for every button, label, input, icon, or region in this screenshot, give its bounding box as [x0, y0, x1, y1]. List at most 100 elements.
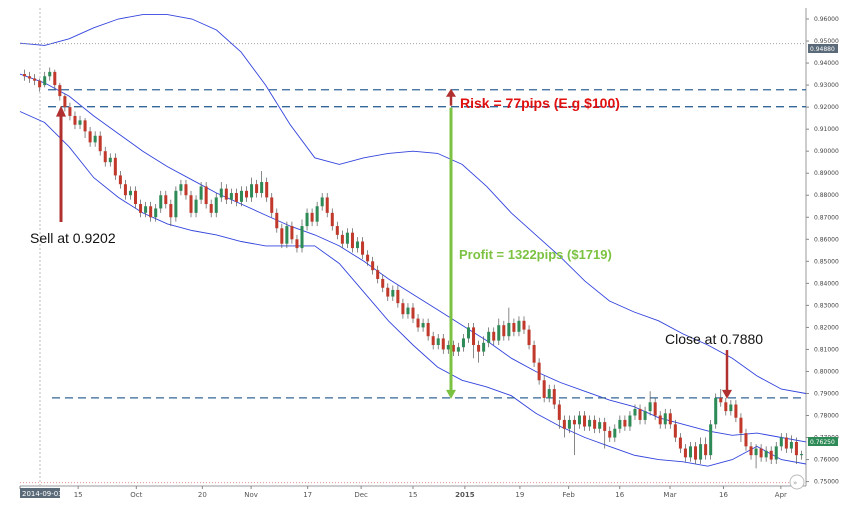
x-tick-label: 2015 [455, 491, 475, 499]
candle-body [28, 76, 32, 79]
x-tick-label: 16 [615, 491, 624, 499]
close-arrow-head [722, 389, 732, 399]
candle-body [350, 232, 354, 249]
top-price-text: 0.94880 [810, 46, 835, 53]
candle-body [229, 193, 233, 200]
candle-body [663, 413, 667, 425]
candle-body [134, 190, 138, 205]
candle-body [290, 226, 294, 240]
candle-body [184, 184, 188, 196]
candle-body [653, 402, 657, 416]
candle-body [764, 450, 768, 458]
candle-body [618, 419, 622, 429]
candle-body [38, 80, 42, 88]
candle-body [658, 415, 662, 425]
candle-body [744, 433, 748, 447]
candle-body [325, 197, 329, 213]
x-tick-label: 16 [719, 491, 728, 499]
candle-body [23, 74, 27, 77]
candle-body [265, 182, 269, 198]
candle-body [794, 441, 798, 456]
candle-body [537, 362, 541, 381]
candle-body [729, 404, 733, 412]
y-tick-label: 0.79000 [814, 390, 839, 397]
candle-body [401, 303, 405, 315]
candle-body [300, 226, 304, 249]
y-tick-label: 0.96000 [814, 16, 839, 23]
x-tick-label: Oct [130, 491, 142, 499]
candle-body [33, 78, 37, 81]
candle-body [572, 419, 576, 425]
y-tick-label: 0.76000 [814, 457, 839, 464]
x-tick-label: Feb [562, 491, 575, 499]
risk-annotation: Risk = 77pips (E.g $100) [460, 95, 620, 111]
candle-body [623, 419, 627, 427]
y-tick-label: 0.81000 [814, 346, 839, 353]
candle-body [406, 307, 410, 315]
candle-body [583, 415, 587, 427]
candle-body [209, 204, 213, 213]
y-axis: 0.96000 0.95000 0.94000 0.93000 0.92000 0.910… [806, 16, 839, 486]
candle-body [431, 336, 435, 346]
candle-body [128, 190, 132, 196]
current-price-box [808, 437, 838, 446]
candle-body [769, 450, 773, 460]
candle-body [159, 195, 163, 209]
candle-body [154, 208, 158, 218]
candle-body [673, 424, 677, 438]
risk-arrow-head [446, 88, 456, 97]
candle-body [638, 408, 642, 420]
y-tick-label: 0.89000 [814, 170, 839, 177]
candle-body [774, 446, 778, 460]
candle-body [244, 190, 249, 198]
candle-body [633, 408, 637, 416]
top-price-label: 0.94880 [808, 44, 838, 53]
bollinger-upper-line [19, 14, 807, 394]
candle-body [224, 188, 228, 200]
candle-body [593, 419, 597, 429]
scroll-right-circle[interactable] [789, 474, 805, 490]
candle-body [315, 206, 319, 222]
candle-body [547, 389, 551, 398]
candle-body [83, 120, 87, 132]
x-tick-label: Mar [663, 491, 676, 499]
candle-body [396, 289, 400, 304]
y-tick-label: 0.95000 [814, 38, 839, 45]
candle-body [310, 212, 314, 222]
candle-body [668, 413, 672, 425]
top-price-box [808, 44, 838, 53]
candle-body [567, 419, 571, 429]
y-tick-label: 0.78000 [814, 413, 839, 420]
double-chevron-right-icon[interactable]: » [793, 479, 797, 487]
x-date-box [20, 488, 60, 498]
y-tick-label: 0.94000 [814, 60, 839, 67]
candle-body [608, 430, 612, 438]
profit-arrow-head [446, 389, 456, 399]
candle-body [123, 184, 127, 196]
y-tick-label: 0.85000 [814, 258, 839, 265]
candle-body [376, 270, 380, 279]
candle-body [239, 190, 243, 202]
candle-body [98, 135, 102, 152]
candle-body [285, 226, 289, 244]
candle-body [371, 261, 375, 271]
candle-body [88, 131, 92, 143]
candle-body [260, 182, 264, 194]
y-tick-label: 0.82000 [814, 324, 839, 331]
scroll-right-button[interactable]: » [789, 474, 805, 490]
candle-body [219, 188, 223, 198]
x-tick-label: 15 [409, 491, 418, 499]
candle-body [58, 85, 62, 97]
x-axis: 2014-09-03 15 Oct 20 Nov 17 Dec 15 2015 19 Feb 16 Ma… [19, 486, 787, 499]
candle-body [734, 404, 738, 418]
candle-body [411, 307, 415, 319]
candle-body [557, 404, 561, 420]
candle-body [719, 397, 723, 403]
candle-body [714, 397, 718, 425]
candle-body [552, 389, 556, 405]
candle-body [204, 186, 208, 205]
candle-body [502, 325, 506, 337]
candle-body [391, 289, 395, 297]
